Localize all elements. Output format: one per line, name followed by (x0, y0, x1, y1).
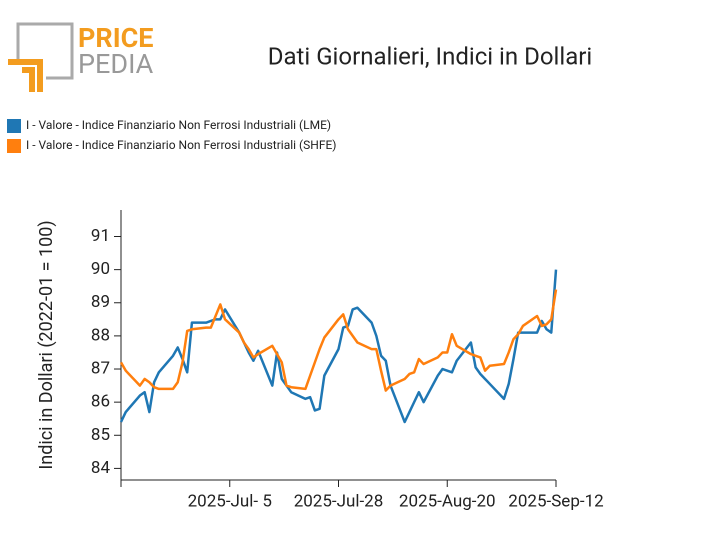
x-tick-label: 2025-Jul- 5 (188, 491, 272, 511)
logo-text: PRICE (78, 22, 153, 54)
y-tick-label: 89 (91, 292, 110, 312)
legend-label: I - Valore - Indice Finanziario Non Ferr… (26, 118, 331, 132)
y-tick-label: 86 (91, 392, 110, 412)
logo: PRICE PEDIA (8, 22, 154, 92)
series-line (119, 289, 558, 392)
legend-swatch (7, 139, 21, 153)
x-tick-label: 2025-Aug-20 (399, 491, 496, 511)
chart-title: Dati Giornalieri, Indici in Dollari (268, 42, 592, 70)
y-tick-label: 91 (91, 226, 110, 246)
logo-mark (22, 67, 35, 92)
y-tick-label: 90 (91, 259, 110, 279)
logo-frame (16, 22, 74, 80)
logo-text: PEDIA (78, 48, 154, 80)
y-tick-label: 85 (91, 425, 110, 445)
y-tick-label: 87 (91, 359, 110, 379)
logo-mark (8, 59, 43, 92)
y-tick-label: 84 (91, 458, 111, 478)
legend-label: I - Valore - Indice Finanziario Non Ferr… (26, 138, 336, 152)
x-tick-label: 2025-Sep-12 (508, 491, 603, 511)
legend-swatch (7, 119, 21, 133)
y-tick-label: 88 (91, 325, 110, 345)
y-axis-label: Indici in Dollari (2022-01 = 100) (36, 220, 57, 469)
x-tick-label: 2025-Jul-28 (294, 491, 384, 511)
series-line (119, 269, 558, 424)
